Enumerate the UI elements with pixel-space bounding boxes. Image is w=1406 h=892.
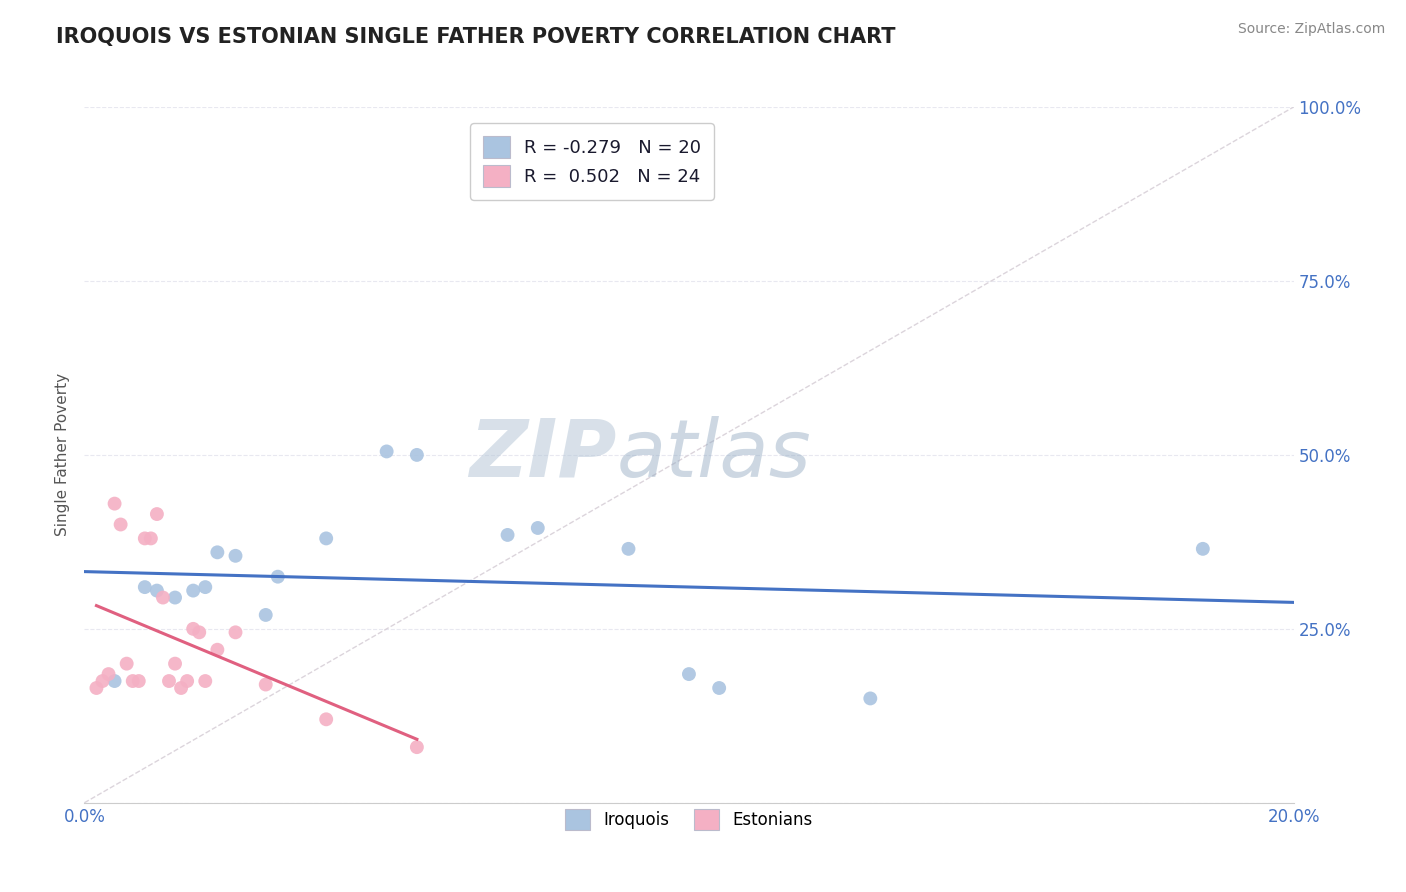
Point bbox=[165, 591, 187, 605]
Point bbox=[617, 541, 640, 556]
Point bbox=[170, 681, 193, 695]
Point bbox=[110, 517, 132, 532]
Point bbox=[121, 674, 143, 689]
Point bbox=[181, 622, 204, 636]
Point bbox=[152, 591, 174, 605]
Point bbox=[315, 712, 337, 726]
Point bbox=[678, 667, 700, 681]
Point bbox=[1192, 541, 1215, 556]
Point bbox=[406, 740, 429, 755]
Text: ZIP: ZIP bbox=[470, 416, 616, 494]
Point bbox=[375, 444, 398, 458]
Point bbox=[128, 674, 150, 689]
Point bbox=[254, 677, 277, 691]
Point bbox=[254, 607, 277, 622]
Point bbox=[225, 549, 247, 563]
Text: Source: ZipAtlas.com: Source: ZipAtlas.com bbox=[1237, 22, 1385, 37]
Point bbox=[97, 667, 120, 681]
Point bbox=[527, 521, 550, 535]
Point bbox=[188, 625, 211, 640]
Point bbox=[225, 625, 247, 640]
Point bbox=[134, 580, 156, 594]
Text: IROQUOIS VS ESTONIAN SINGLE FATHER POVERTY CORRELATION CHART: IROQUOIS VS ESTONIAN SINGLE FATHER POVER… bbox=[56, 27, 896, 46]
Point bbox=[709, 681, 731, 695]
Point bbox=[859, 691, 882, 706]
Point bbox=[194, 674, 217, 689]
Point bbox=[194, 580, 217, 594]
Point bbox=[139, 532, 162, 546]
Point bbox=[104, 674, 127, 689]
Legend: Iroquois, Estonians: Iroquois, Estonians bbox=[558, 803, 820, 836]
Point bbox=[176, 674, 198, 689]
Point bbox=[146, 507, 169, 521]
Point bbox=[165, 657, 187, 671]
Point bbox=[181, 583, 204, 598]
Point bbox=[315, 532, 337, 546]
Text: atlas: atlas bbox=[616, 416, 811, 494]
Point bbox=[134, 532, 156, 546]
Point bbox=[207, 545, 229, 559]
Point bbox=[91, 674, 114, 689]
Point bbox=[104, 497, 127, 511]
Point bbox=[267, 570, 290, 584]
Point bbox=[115, 657, 138, 671]
Point bbox=[406, 448, 429, 462]
Point bbox=[157, 674, 180, 689]
Point bbox=[146, 583, 169, 598]
Point bbox=[207, 642, 229, 657]
Point bbox=[86, 681, 108, 695]
Point bbox=[496, 528, 519, 542]
Y-axis label: Single Father Poverty: Single Father Poverty bbox=[55, 374, 70, 536]
